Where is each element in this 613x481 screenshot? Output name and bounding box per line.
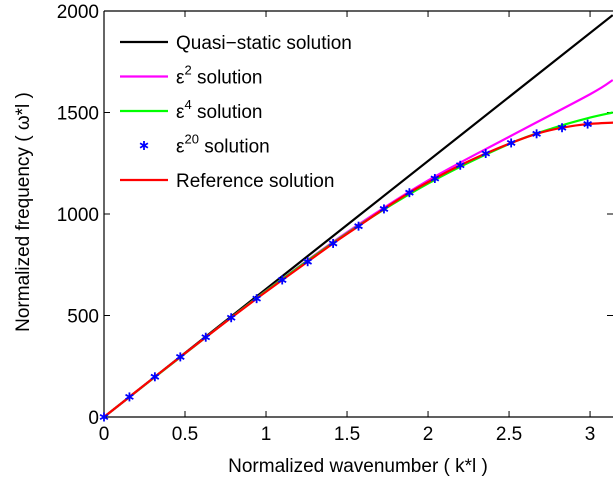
legend-label: ε20 solution [176, 132, 270, 158]
data-point-marker [379, 204, 389, 214]
data-point-marker [139, 141, 149, 150]
y-tick-label: 0 [88, 408, 99, 429]
marker-stroke [481, 150, 491, 157]
marker-stroke [455, 162, 465, 169]
data-point-marker [150, 372, 160, 382]
marker-stroke [328, 240, 338, 247]
legend-label: Reference solution [176, 171, 334, 192]
data-point-marker [557, 123, 567, 133]
series-line [103, 111, 613, 418]
tick-group: 0 0.5 1 1.5 2 2.5 3 0 500 1000 1500 2000 [57, 2, 613, 445]
marker-stroke [583, 121, 592, 128]
legend-label: Quasi−static solution [176, 33, 352, 54]
marker-stroke [139, 142, 149, 149]
plot-series [99, 14, 613, 422]
x-tick-label: 0 [99, 424, 110, 445]
marker-stroke [354, 223, 363, 230]
x-tick-label: 0.5 [172, 424, 198, 445]
marker-stroke [506, 139, 516, 146]
marker-stroke [125, 393, 134, 400]
marker-stroke [303, 258, 313, 265]
data-point-marker [99, 412, 109, 422]
series-line [103, 121, 613, 418]
marker-stroke [379, 205, 389, 212]
data-point-marker [583, 119, 592, 129]
data-point-marker [201, 332, 211, 342]
legend: Quasi−static solution ε2 solution ε4 solut… [120, 33, 352, 192]
y-tick-label: 2000 [57, 2, 99, 23]
marker-stroke [99, 413, 109, 421]
y-tick-label: 1000 [57, 205, 99, 226]
data-point-marker [303, 257, 313, 267]
marker-stroke [226, 314, 236, 321]
data-point-marker [125, 392, 134, 402]
marker-stroke [277, 276, 287, 284]
data-point-marker [506, 138, 516, 148]
marker-stroke [150, 373, 160, 380]
marker-stroke [252, 295, 261, 302]
marker-stroke [175, 353, 185, 360]
x-tick-label: 2 [423, 424, 434, 445]
data-point-marker [430, 173, 440, 183]
legend-label: ε2 solution [176, 63, 263, 89]
y-axis-label: Normalized frequency ( ω*l ) [13, 92, 34, 332]
x-tick-label: 1 [261, 424, 272, 445]
data-point-marker [532, 129, 541, 139]
data-point-marker [226, 313, 236, 323]
data-point-marker [354, 221, 363, 231]
data-point-marker [481, 149, 491, 159]
x-tick-label: 1.5 [334, 424, 360, 445]
marker-stroke [201, 334, 211, 341]
data-point-marker [175, 352, 185, 362]
y-tick-label: 500 [67, 307, 99, 328]
marker-stroke [430, 175, 440, 182]
data-point-marker [455, 160, 465, 170]
data-point-marker [252, 294, 261, 304]
x-tick-label: 3 [585, 424, 596, 445]
y-tick-label: 1500 [57, 104, 99, 125]
legend-label: ε4 solution [176, 97, 263, 123]
data-point-marker [277, 275, 287, 285]
data-point-marker [405, 188, 414, 198]
x-tick-label: 2.5 [496, 424, 522, 445]
data-point-marker [328, 238, 338, 248]
x-axis-label: Normalized wavenumber ( k*l ) [228, 456, 488, 477]
marker-stroke [405, 189, 414, 196]
marker-stroke [532, 130, 541, 137]
marker-stroke [557, 124, 567, 131]
